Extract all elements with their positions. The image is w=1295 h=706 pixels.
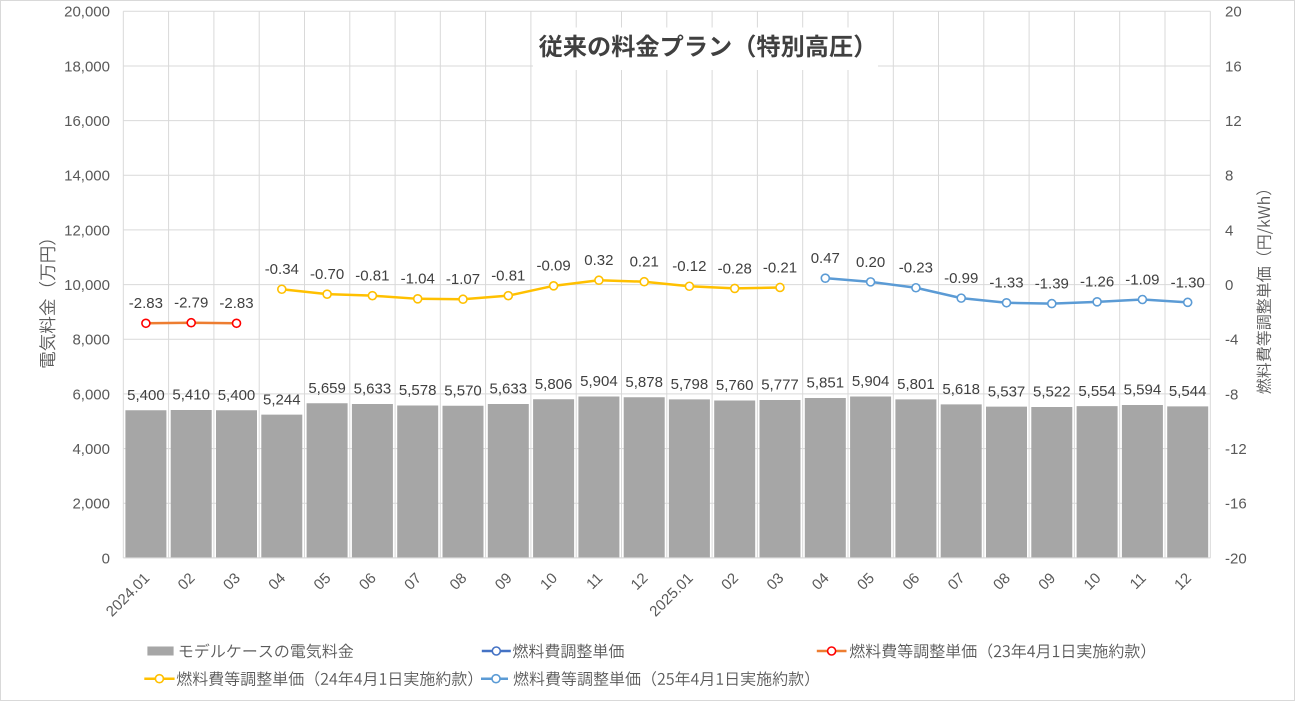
svg-text:8,000: 8,000 — [72, 332, 110, 349]
svg-text:5,400: 5,400 — [127, 387, 165, 404]
svg-text:5,618: 5,618 — [942, 381, 980, 398]
svg-text:5,544: 5,544 — [1169, 383, 1207, 400]
svg-text:5,633: 5,633 — [490, 381, 528, 398]
svg-text:-2.83: -2.83 — [219, 295, 253, 312]
svg-text:5,522: 5,522 — [1033, 384, 1071, 401]
svg-text:5,801: 5,801 — [897, 376, 935, 393]
svg-text:-0.12: -0.12 — [672, 258, 706, 275]
svg-text:0.21: 0.21 — [630, 254, 659, 271]
svg-text:-16: -16 — [1225, 496, 1247, 513]
svg-text:2,000: 2,000 — [72, 496, 110, 513]
svg-text:5,659: 5,659 — [308, 380, 346, 397]
svg-text:-1.33: -1.33 — [989, 275, 1023, 292]
svg-text:5,760: 5,760 — [716, 377, 754, 394]
svg-text:-1.26: -1.26 — [1080, 274, 1114, 291]
svg-text:-20: -20 — [1225, 550, 1247, 567]
svg-text:-0.23: -0.23 — [899, 260, 933, 277]
svg-text:-1.04: -1.04 — [401, 271, 435, 288]
svg-text:-0.81: -0.81 — [355, 268, 389, 285]
svg-text:0.47: 0.47 — [811, 250, 840, 267]
svg-text:-0.28: -0.28 — [718, 260, 752, 277]
svg-text:5,570: 5,570 — [444, 382, 482, 399]
svg-text:-0.21: -0.21 — [763, 259, 797, 276]
svg-text:4: 4 — [1225, 222, 1233, 239]
svg-text:5,777: 5,777 — [761, 377, 799, 394]
svg-text:5,904: 5,904 — [852, 373, 890, 390]
svg-text:0: 0 — [102, 550, 110, 567]
svg-text:5,806: 5,806 — [535, 376, 573, 393]
svg-text:-0.99: -0.99 — [944, 270, 978, 287]
svg-text:5,537: 5,537 — [988, 383, 1026, 400]
svg-text:18,000: 18,000 — [64, 58, 110, 75]
svg-text:-1.30: -1.30 — [1171, 274, 1205, 291]
svg-text:12,000: 12,000 — [64, 222, 110, 239]
svg-text:5,904: 5,904 — [580, 373, 618, 390]
svg-text:-12: -12 — [1225, 441, 1247, 458]
svg-text:-4: -4 — [1225, 332, 1238, 349]
svg-text:5,244: 5,244 — [263, 391, 301, 408]
svg-text:5,410: 5,410 — [172, 387, 210, 404]
svg-text:14,000: 14,000 — [64, 168, 110, 185]
svg-text:-1.09: -1.09 — [1125, 271, 1159, 288]
svg-text:0.32: 0.32 — [584, 252, 613, 269]
svg-text:4,000: 4,000 — [72, 441, 110, 458]
svg-text:5,633: 5,633 — [354, 381, 392, 398]
svg-text:-1.39: -1.39 — [1035, 276, 1069, 293]
svg-text:16: 16 — [1225, 58, 1242, 75]
svg-text:20: 20 — [1225, 4, 1242, 21]
svg-text:12: 12 — [1225, 113, 1242, 130]
svg-text:5,878: 5,878 — [625, 374, 663, 391]
svg-text:5,851: 5,851 — [807, 375, 845, 392]
svg-text:10,000: 10,000 — [64, 277, 110, 294]
svg-text:20,000: 20,000 — [64, 4, 110, 21]
svg-text:0.20: 0.20 — [856, 254, 885, 271]
svg-text:-1.07: -1.07 — [446, 271, 480, 288]
svg-text:-0.09: -0.09 — [536, 258, 570, 275]
svg-text:5,554: 5,554 — [1078, 383, 1116, 400]
svg-text:0: 0 — [1225, 277, 1233, 294]
svg-text:-2.83: -2.83 — [129, 295, 163, 312]
svg-text:6,000: 6,000 — [72, 386, 110, 403]
svg-text:8: 8 — [1225, 168, 1233, 185]
svg-text:16,000: 16,000 — [64, 113, 110, 130]
svg-text:5,578: 5,578 — [399, 382, 437, 399]
svg-text:-0.34: -0.34 — [265, 261, 299, 278]
svg-text:-0.81: -0.81 — [491, 268, 525, 285]
svg-text:-0.70: -0.70 — [310, 266, 344, 283]
svg-text:5,594: 5,594 — [1124, 382, 1162, 399]
svg-text:5,798: 5,798 — [671, 376, 709, 393]
svg-text:-2.79: -2.79 — [174, 295, 208, 312]
svg-text:5,400: 5,400 — [218, 387, 256, 404]
svg-text:-8: -8 — [1225, 386, 1238, 403]
